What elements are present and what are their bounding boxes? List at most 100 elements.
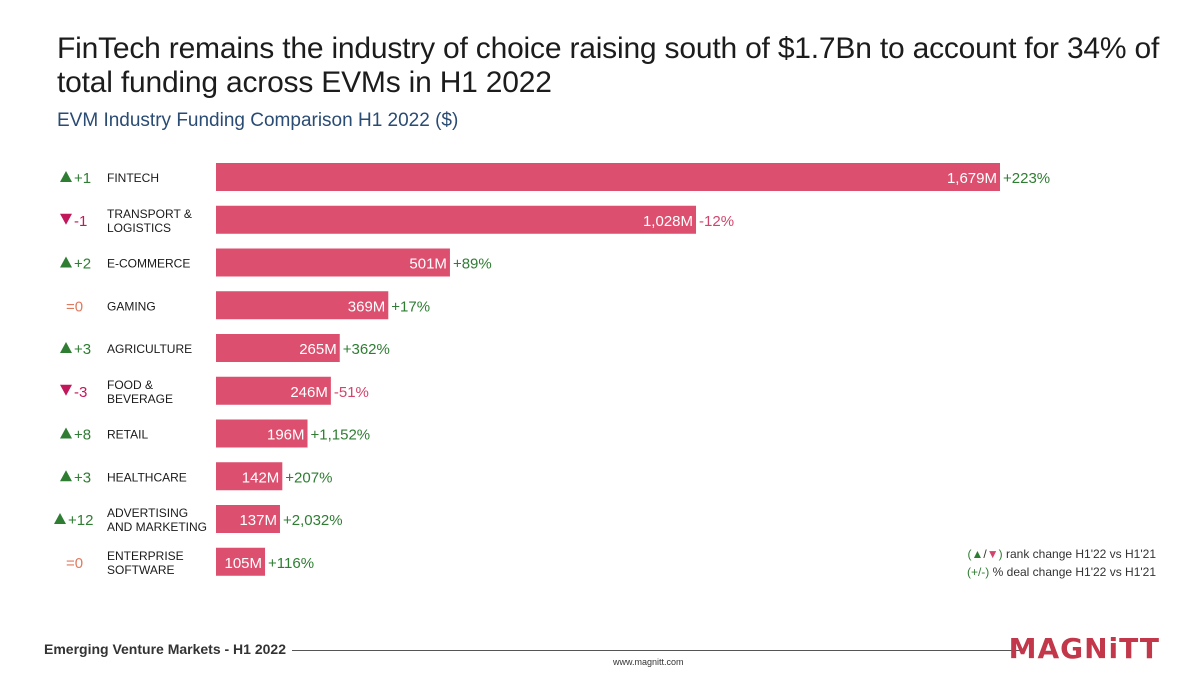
rank-change: =0 [66,555,83,572]
rank-change: +3 [60,341,91,358]
category-label-line: RETAIL [107,428,148,442]
rank-change-value: =0 [66,298,83,315]
pct-change-label: +116% [268,555,314,572]
rank-change: -3 [60,384,87,401]
category-label-line: HEALTHCARE [107,470,187,484]
category-label-line: FOOD & [107,378,153,392]
pct-change-label: +223% [1003,170,1050,187]
legend-rank-row: (▲/▼) rank change H1'22 vs H1'21 [967,545,1156,563]
bar-value-label: 265M [299,341,337,358]
rank-change: -1 [60,213,87,230]
bar [216,419,308,448]
rank-change: +8 [60,427,91,444]
category-label: AGRICULTURE [107,342,192,356]
bar [216,547,266,576]
up-arrow-icon [60,470,72,482]
down-arrow-icon [60,213,72,225]
rank-change: +2 [60,256,91,273]
legend-rank-text: rank change H1'22 vs H1'21 [1002,547,1156,561]
rank-change: +1 [60,170,91,187]
category-label-line: ENTERPRISE [107,549,184,563]
rank-change-value: +8 [74,427,91,444]
bar-value-label: 105M [224,555,262,572]
rank-change-value: +2 [74,256,91,273]
bar [216,462,283,491]
rank-change-value: -1 [74,213,87,230]
rank-change: +12 [54,512,93,529]
category-label: GAMING [107,299,156,313]
category-label-line: TRANSPORT & [107,207,192,221]
bar-value-label: 1,028M [643,213,693,230]
rank-change-value: +1 [74,170,91,187]
category-label-line: GAMING [107,299,156,313]
category-label: FOOD & BEVERAGE [107,378,173,406]
pct-change-label: -12% [699,213,734,230]
bar [216,163,1000,191]
bar-value-label: 369M [348,298,386,315]
magnitt-logo: MAGNiTT [1008,632,1160,665]
category-label: ADVERTISING AND MARKETING [107,506,207,534]
legend-down-arrow-icon: ▼ [986,547,999,561]
category-label-line: FINTECH [107,171,159,185]
chart-subtitle: EVM Industry Funding Comparison H1 2022 … [57,110,459,131]
rank-change: +3 [60,469,91,486]
category-label-line: BEVERAGE [107,392,173,406]
bar [216,376,331,405]
category-label-line: AGRICULTURE [107,342,192,356]
category-label: ENTERPRISE SOFTWARE [107,549,184,577]
legend-paren-open: ( [967,547,972,561]
pct-change-label: +89% [453,256,492,273]
bar [216,205,697,234]
bar-value-label: 196M [267,427,305,444]
bar [216,248,450,277]
rank-change: =0 [66,298,83,315]
chart-title: FinTech remains the industry of choice r… [57,32,1160,99]
pct-change-label: +2,032% [283,512,343,529]
footer-divider [292,650,1020,651]
rank-change-value: =0 [66,555,83,572]
bar-value-label: 137M [239,512,277,529]
bar-value-label: 501M [409,256,447,273]
rank-change-value: +3 [74,341,91,358]
bar-value-label: 1,679M [947,170,997,187]
legend-paren-close: ) [998,547,1003,561]
category-label: RETAIL [107,428,148,442]
bar-value-label: 142M [242,469,280,486]
footer-report-title: Emerging Venture Markets - H1 2022 [44,641,286,657]
pct-change-label: +362% [343,341,390,358]
legend-slash: / [983,547,987,561]
pct-change-label: -51% [334,384,369,401]
legend-pct-row: (+/-) % deal change H1'22 vs H1'21 [967,563,1156,581]
up-arrow-icon [60,342,72,353]
up-arrow-icon [54,513,66,524]
rank-change-value: -3 [74,384,87,401]
pct-change-label: +17% [391,298,430,315]
bar [216,505,280,533]
up-arrow-icon [60,427,72,439]
category-label: HEALTHCARE [107,470,187,484]
bar [216,334,340,362]
category-label: TRANSPORT & LOGISTICS [107,207,192,235]
pct-change-label: +207% [285,469,332,486]
category-label: FINTECH [107,171,159,185]
pct-change-label: +1,152% [311,427,371,444]
bar-value-label: 246M [290,384,328,401]
legend: (▲/▼) rank change H1'22 vs H1'21 (+/-) %… [967,545,1156,581]
up-arrow-icon [60,171,72,182]
legend-pct-text: % deal change H1'22 vs H1'21 [989,565,1156,579]
footer-url: www.magnitt.com [613,657,684,667]
down-arrow-icon [60,384,72,396]
legend-up-arrow-icon: ▲ [971,547,984,561]
category-label-line: AND MARKETING [107,520,207,534]
category-label-line: ADVERTISING [107,506,188,520]
category-label-line: LOGISTICS [107,221,171,235]
up-arrow-icon [60,256,72,268]
rank-change-value: +3 [74,469,91,486]
category-label: E-COMMERCE [107,257,190,271]
rank-change-value: +12 [68,512,93,529]
legend-pct-prefix: (+/-) [966,565,990,579]
category-label-line: E-COMMERCE [107,257,190,271]
category-label-line: SOFTWARE [107,563,175,577]
bar [216,291,389,320]
